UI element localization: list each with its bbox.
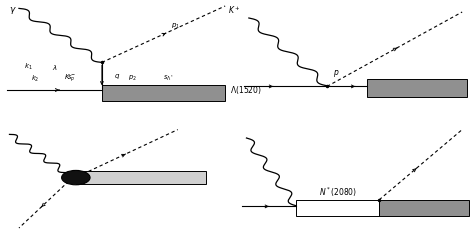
Bar [102,85,225,101]
Text: $k_2$: $k_2$ [31,74,40,84]
Text: $p_2$: $p_2$ [128,74,137,84]
Text: $K^+$: $K^+$ [228,5,240,17]
Text: $s_p$: $s_p$ [67,73,75,84]
Text: $k_1$: $k_1$ [24,62,33,72]
Text: $K^-$: $K^-$ [64,72,76,81]
Text: $\gamma$: $\gamma$ [9,5,17,16]
Circle shape [62,170,90,185]
Bar [76,171,206,184]
Text: $p$: $p$ [333,68,340,79]
Bar [379,200,469,216]
Text: $q$: $q$ [114,72,120,81]
Bar [367,79,467,97]
Text: $p_1$: $p_1$ [171,22,180,31]
Bar [296,200,379,216]
Text: $N^*(2080)$: $N^*(2080)$ [319,185,357,199]
Text: $\Lambda(1520)$: $\Lambda(1520)$ [230,84,262,96]
Text: $s_{\Lambda^*}$: $s_{\Lambda^*}$ [163,74,173,84]
Text: $\lambda$: $\lambda$ [52,63,57,72]
